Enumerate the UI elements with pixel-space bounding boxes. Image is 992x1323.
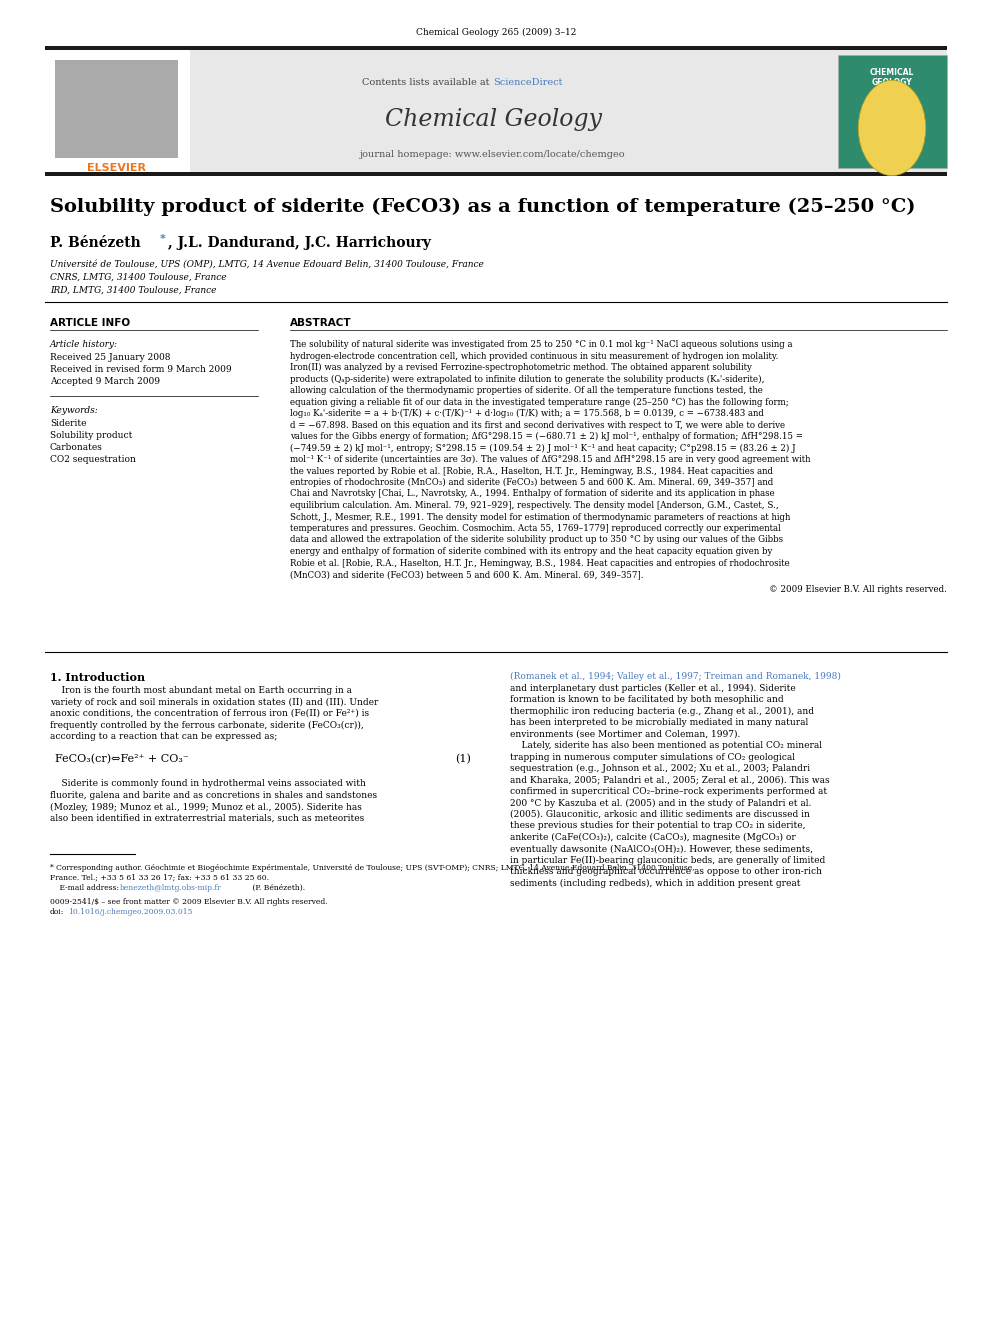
Text: Robie et al. [Robie, R.A., Haselton, H.T. Jr., Hemingway, B.S., 1984. Heat capac: Robie et al. [Robie, R.A., Haselton, H.T… xyxy=(290,558,790,568)
Text: , J.L. Dandurand, J.C. Harrichoury: , J.L. Dandurand, J.C. Harrichoury xyxy=(168,235,431,250)
Text: 1. Introduction: 1. Introduction xyxy=(50,672,145,683)
Text: has been interpreted to be microbially mediated in many natural: has been interpreted to be microbially m… xyxy=(510,718,808,728)
Text: eventually dawsonite (NaAlCO₃(OH)₂). However, these sediments,: eventually dawsonite (NaAlCO₃(OH)₂). How… xyxy=(510,844,813,853)
Text: Carbonates: Carbonates xyxy=(50,443,103,452)
Text: 10.1016/j.chemgeo.2009.03.015: 10.1016/j.chemgeo.2009.03.015 xyxy=(68,908,192,916)
Text: mol⁻¹ K⁻¹ of siderite (uncertainties are 3σ). The values of ΔfG°298.15 and ΔfH°2: mol⁻¹ K⁻¹ of siderite (uncertainties are… xyxy=(290,455,810,464)
Text: doi:: doi: xyxy=(50,908,64,916)
Text: (2005). Glauconitic, arkosic and illitic sediments are discussed in: (2005). Glauconitic, arkosic and illitic… xyxy=(510,810,809,819)
Text: temperatures and pressures. Geochim. Cosmochim. Acta 55, 1769–1779] reproduced c: temperatures and pressures. Geochim. Cos… xyxy=(290,524,781,533)
Text: CHEMICAL
GEOLOGY: CHEMICAL GEOLOGY xyxy=(870,67,915,87)
Text: ScienceDirect: ScienceDirect xyxy=(493,78,562,87)
Text: CNRS, LMTG, 31400 Toulouse, France: CNRS, LMTG, 31400 Toulouse, France xyxy=(50,273,226,282)
Text: sediments (including redbeds), which in addition present great: sediments (including redbeds), which in … xyxy=(510,878,801,888)
Text: P. Bénézeth: P. Bénézeth xyxy=(50,235,141,250)
Text: Lately, siderite has also been mentioned as potential CO₂ mineral: Lately, siderite has also been mentioned… xyxy=(510,741,822,750)
Bar xyxy=(45,172,947,176)
Text: Université de Toulouse, UPS (OMP), LMTG, 14 Avenue Edouard Belin, 31400 Toulouse: Université de Toulouse, UPS (OMP), LMTG,… xyxy=(50,261,484,269)
Text: Contents lists available at: Contents lists available at xyxy=(362,78,493,87)
Text: (MnCO3) and siderite (FeCO3) between 5 and 600 K. Am. Mineral. 69, 349–357].: (MnCO3) and siderite (FeCO3) between 5 a… xyxy=(290,570,644,579)
Text: Iron(II) was analyzed by a revised Ferrozine-spectrophotometric method. The obta: Iron(II) was analyzed by a revised Ferro… xyxy=(290,363,752,372)
Text: Siderite: Siderite xyxy=(50,419,86,429)
Text: (−749.59 ± 2) kJ mol⁻¹, entropy; S°298.15 = (109.54 ± 2) J mol⁻¹ K⁻¹ and heat ca: (−749.59 ± 2) kJ mol⁻¹, entropy; S°298.1… xyxy=(290,443,796,452)
Text: thickness and geographical occurrence as oppose to other iron-rich: thickness and geographical occurrence as… xyxy=(510,868,822,877)
Text: * Corresponding author. Géochimie et Biogéochimie Expérimentale, Université de T: * Corresponding author. Géochimie et Bio… xyxy=(50,864,694,872)
Text: Chemical Geology 265 (2009) 3–12: Chemical Geology 265 (2009) 3–12 xyxy=(416,28,576,37)
Text: trapping in numerous computer simulations of CO₂ geological: trapping in numerous computer simulation… xyxy=(510,753,795,762)
Text: according to a reaction that can be expressed as;: according to a reaction that can be expr… xyxy=(50,732,277,741)
Ellipse shape xyxy=(858,81,926,176)
Text: anoxic conditions, the concentration of ferrous iron (Fe(II) or Fe²⁺) is: anoxic conditions, the concentration of … xyxy=(50,709,369,718)
Text: (Mozley, 1989; Munoz et al., 1999; Munoz et al., 2005). Siderite has: (Mozley, 1989; Munoz et al., 1999; Munoz… xyxy=(50,803,362,811)
Text: these previous studies for their potential to trap CO₂ in siderite,: these previous studies for their potenti… xyxy=(510,822,806,831)
Text: hydrogen-electrode concentration cell, which provided continuous in situ measure: hydrogen-electrode concentration cell, w… xyxy=(290,352,779,360)
Text: frequently controlled by the ferrous carbonate, siderite (FeCO₃(cr)),: frequently controlled by the ferrous car… xyxy=(50,721,364,729)
Text: 200 °C by Kaszuba et al. (2005) and in the study of Palandri et al.: 200 °C by Kaszuba et al. (2005) and in t… xyxy=(510,799,811,807)
Text: also been identified in extraterrestrial materials, such as meteorites: also been identified in extraterrestrial… xyxy=(50,814,364,823)
Text: confirmed in supercritical CO₂–brine–rock experiments performed at: confirmed in supercritical CO₂–brine–roc… xyxy=(510,787,827,796)
Text: Article history:: Article history: xyxy=(50,340,118,349)
Text: thermophilic iron reducing bacteria (e.g., Zhang et al., 2001), and: thermophilic iron reducing bacteria (e.g… xyxy=(510,706,814,716)
Text: equation giving a reliable fit of our data in the investigated temperature range: equation giving a reliable fit of our da… xyxy=(290,397,789,406)
Text: The solubility of natural siderite was investigated from 25 to 250 °C in 0.1 mol: The solubility of natural siderite was i… xyxy=(290,340,793,349)
Text: FeCO₃(cr)⇔Fe²⁺ + CO₃⁻: FeCO₃(cr)⇔Fe²⁺ + CO₃⁻ xyxy=(55,754,188,763)
Text: Chai and Navrotsky [Chai, L., Navrotsky, A., 1994. Enthalpy of formation of side: Chai and Navrotsky [Chai, L., Navrotsky,… xyxy=(290,490,775,499)
Text: CO2 sequestration: CO2 sequestration xyxy=(50,455,136,464)
Text: products (Qₐp-siderite) were extrapolated to infinite dilution to generate the s: products (Qₐp-siderite) were extrapolate… xyxy=(290,374,765,384)
Text: Siderite is commonly found in hydrothermal veins associated with: Siderite is commonly found in hydrotherm… xyxy=(50,779,366,789)
Text: journal homepage: www.elsevier.com/locate/chemgeo: journal homepage: www.elsevier.com/locat… xyxy=(360,149,626,159)
Text: IRD, LMTG, 31400 Toulouse, France: IRD, LMTG, 31400 Toulouse, France xyxy=(50,286,216,295)
Bar xyxy=(838,56,947,168)
Bar xyxy=(45,50,947,172)
Text: (P. Bénézeth).: (P. Bénézeth). xyxy=(250,884,306,892)
Text: Keywords:: Keywords: xyxy=(50,406,98,415)
Text: and interplanetary dust particles (Keller et al., 1994). Siderite: and interplanetary dust particles (Kelle… xyxy=(510,684,796,693)
Text: Schott, J., Mesmer, R.E., 1991. The density model for estimation of thermodynami: Schott, J., Mesmer, R.E., 1991. The dens… xyxy=(290,512,791,521)
Text: 0009-2541/$ – see front matter © 2009 Elsevier B.V. All rights reserved.: 0009-2541/$ – see front matter © 2009 El… xyxy=(50,897,327,905)
Text: E-mail address:: E-mail address: xyxy=(50,884,121,892)
Text: Solubility product: Solubility product xyxy=(50,431,132,441)
Text: Received 25 January 2008: Received 25 January 2008 xyxy=(50,353,171,363)
Text: energy and enthalpy of formation of siderite combined with its entropy and the h: energy and enthalpy of formation of side… xyxy=(290,546,773,556)
Text: ankerite (CaFe(CO₃)₂), calcite (CaCO₃), magnesite (MgCO₃) or: ankerite (CaFe(CO₃)₂), calcite (CaCO₃), … xyxy=(510,833,796,843)
Text: ARTICLE INFO: ARTICLE INFO xyxy=(50,318,130,328)
Text: equilibrium calculation. Am. Mineral. 79, 921–929], respectively. The density mo: equilibrium calculation. Am. Mineral. 79… xyxy=(290,501,779,509)
Text: ELSEVIER: ELSEVIER xyxy=(86,163,146,173)
Text: formation is known to be facilitated by both mesophilic and: formation is known to be facilitated by … xyxy=(510,695,784,704)
Text: (1): (1) xyxy=(455,754,471,763)
Text: (Romanek et al., 1994; Valley et al., 1997; Treiman and Romanek, 1998): (Romanek et al., 1994; Valley et al., 19… xyxy=(510,672,841,681)
Text: France. Tel.; +33 5 61 33 26 17; fax: +33 5 61 33 25 60.: France. Tel.; +33 5 61 33 26 17; fax: +3… xyxy=(50,873,269,881)
Bar xyxy=(55,60,178,157)
Text: variety of rock and soil minerals in oxidation states (II) and (III). Under: variety of rock and soil minerals in oxi… xyxy=(50,697,378,706)
Text: in particular Fe(II)-bearing glauconitic beds, are generally of limited: in particular Fe(II)-bearing glauconitic… xyxy=(510,856,825,865)
Text: Iron is the fourth most abundant metal on Earth occurring in a: Iron is the fourth most abundant metal o… xyxy=(50,687,352,695)
Bar xyxy=(45,50,190,172)
Text: data and allowed the extrapolation of the siderite solubility product up to 350 : data and allowed the extrapolation of th… xyxy=(290,536,783,545)
Text: ABSTRACT: ABSTRACT xyxy=(290,318,351,328)
Text: Solubility product of siderite (FeCO3) as a function of temperature (25–250 °C): Solubility product of siderite (FeCO3) a… xyxy=(50,198,916,216)
Text: allowing calculation of the thermodynamic properties of siderite. Of all the tem: allowing calculation of the thermodynami… xyxy=(290,386,763,396)
Text: sequestration (e.g., Johnson et al., 2002; Xu et al., 2003; Palandri: sequestration (e.g., Johnson et al., 200… xyxy=(510,763,810,773)
Text: values for the Gibbs energy of formation; ΔfG°298.15 = (−680.71 ± 2) kJ mol⁻¹, e: values for the Gibbs energy of formation… xyxy=(290,433,803,441)
Text: © 2009 Elsevier B.V. All rights reserved.: © 2009 Elsevier B.V. All rights reserved… xyxy=(769,586,947,594)
Text: Chemical Geology: Chemical Geology xyxy=(385,108,601,131)
Text: environments (see Mortimer and Coleman, 1997).: environments (see Mortimer and Coleman, … xyxy=(510,729,740,738)
Text: log₁₀ Kₐ'-siderite = a + b·(T/K) + c·(T/K)⁻¹ + d·log₁₀ (T/K) with; a = 175.568, : log₁₀ Kₐ'-siderite = a + b·(T/K) + c·(T/… xyxy=(290,409,764,418)
Text: *: * xyxy=(160,234,166,243)
Text: d = −67.898. Based on this equation and its first and second derivatives with re: d = −67.898. Based on this equation and … xyxy=(290,421,785,430)
Text: Accepted 9 March 2009: Accepted 9 March 2009 xyxy=(50,377,160,386)
Text: the values reported by Robie et al. [Robie, R.A., Haselton, H.T. Jr., Hemingway,: the values reported by Robie et al. [Rob… xyxy=(290,467,773,475)
Text: benezeth@lmtg.obs-mip.fr: benezeth@lmtg.obs-mip.fr xyxy=(120,884,221,892)
Text: Received in revised form 9 March 2009: Received in revised form 9 March 2009 xyxy=(50,365,231,374)
Bar xyxy=(45,46,947,50)
Text: and Kharaka, 2005; Palandri et al., 2005; Zeral et al., 2006). This was: and Kharaka, 2005; Palandri et al., 2005… xyxy=(510,775,829,785)
Text: fluorite, galena and barite and as concretions in shales and sandstones: fluorite, galena and barite and as concr… xyxy=(50,791,377,800)
Text: entropies of rhodochrosite (MnCO₃) and siderite (FeCO₃) between 5 and 600 K. Am.: entropies of rhodochrosite (MnCO₃) and s… xyxy=(290,478,773,487)
